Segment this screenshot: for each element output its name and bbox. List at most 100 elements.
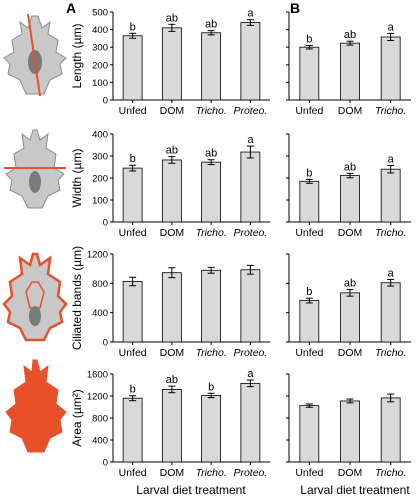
significance-letter: ab xyxy=(205,148,217,160)
bar-tricho xyxy=(380,397,401,463)
y-tick-label: 0 xyxy=(103,458,108,469)
bar-tricho xyxy=(201,269,222,343)
y-tick-label: 1200 xyxy=(87,250,108,261)
x-category-label: DOM xyxy=(160,467,185,479)
y-tick-label: 0 xyxy=(103,338,108,349)
x-category-label: Tricho. xyxy=(375,467,406,479)
bar-tricho xyxy=(201,395,222,463)
x-category-label: Tricho. xyxy=(195,105,226,117)
x-category-label: DOM xyxy=(160,105,185,117)
bar-dom xyxy=(161,388,182,463)
significance-letter: a xyxy=(388,21,395,33)
bar-dom xyxy=(340,292,360,343)
significance-letter: ab xyxy=(344,161,356,173)
x-category-label: DOM xyxy=(338,467,363,479)
bar-dom xyxy=(340,42,360,101)
significance-letter: ab xyxy=(344,29,356,41)
x-category-label: DOM xyxy=(160,227,185,239)
y-tick-label: 1200 xyxy=(87,392,108,403)
bar-tricho xyxy=(380,36,401,101)
bar-unfed xyxy=(299,300,320,343)
x-category-label: Unfed xyxy=(119,105,147,117)
chart-b-area: Unfed DOM Tricho. xyxy=(286,373,411,479)
bar-tricho xyxy=(380,282,401,343)
x-category-label: Proteo. xyxy=(233,227,267,239)
bar-dom xyxy=(340,400,360,463)
bar-dom xyxy=(161,27,182,101)
bar-unfed xyxy=(299,180,320,223)
bar-unfed xyxy=(122,35,143,101)
larva-ciliated-bands-icon xyxy=(2,252,68,342)
bar-proteo xyxy=(240,22,261,101)
x-category-label: Proteo. xyxy=(233,467,267,479)
significance-letter: a xyxy=(388,153,395,165)
bar-unfed xyxy=(299,46,320,101)
significance-letter: b xyxy=(306,33,312,45)
bar-unfed xyxy=(122,397,143,463)
x-category-label: Unfed xyxy=(295,347,323,359)
x-category-label: DOM xyxy=(338,105,363,117)
y-axis-label: Length (µm) xyxy=(70,24,84,89)
x-category-label: Tricho. xyxy=(195,347,226,359)
bar-tricho xyxy=(201,161,222,223)
larva-illustrations xyxy=(2,13,68,453)
y-tick-label: 0 xyxy=(103,96,108,107)
larva-area-icon xyxy=(5,359,67,453)
x-category-label: DOM xyxy=(160,347,185,359)
x-category-label: Tricho. xyxy=(375,347,406,359)
y-tick-label: 400 xyxy=(92,308,108,319)
y-tick-label: 400 xyxy=(92,25,108,36)
y-tick-label: 200 xyxy=(92,60,108,71)
chart-a-length: 0 100 200 300 400 500 Length (µm) b Unfed ab DOM ab… xyxy=(70,8,270,117)
x-category-label: DOM xyxy=(338,227,363,239)
y-tick-label: 800 xyxy=(92,279,108,290)
x-category-label: DOM xyxy=(338,347,363,359)
significance-letter: a xyxy=(247,8,254,20)
y-tick-label: 500 xyxy=(92,8,108,19)
panel-label-b: B xyxy=(290,0,300,16)
y-tick-label: 400 xyxy=(92,436,108,447)
x-category-label: Unfed xyxy=(119,467,147,479)
x-category-label: Unfed xyxy=(119,227,147,239)
significance-letter: b xyxy=(306,167,312,179)
larva-length-icon xyxy=(3,13,67,97)
significance-letter: ab xyxy=(344,278,356,290)
panel-label-a: A xyxy=(66,0,76,16)
chart-b-width: b Unfed ab DOM a Tricho. xyxy=(286,133,411,239)
significance-letter: b xyxy=(208,381,214,393)
chart-b-ciliated-bands: b Unfed ab DOM a Tricho. xyxy=(286,253,411,359)
significance-letter: ab xyxy=(166,145,178,157)
x-category-label: Proteo. xyxy=(233,347,267,359)
y-tick-label: 800 xyxy=(92,414,108,425)
bar-proteo xyxy=(240,151,261,223)
significance-letter: ab xyxy=(166,374,178,386)
bar-tricho xyxy=(380,168,401,223)
significance-letter: b xyxy=(130,153,136,165)
bar-unfed xyxy=(299,405,320,463)
x-category-label: Tricho. xyxy=(375,105,406,117)
y-tick-label: 300 xyxy=(92,152,108,163)
y-axis-label: Width (µm) xyxy=(70,149,84,208)
y-tick-label: 100 xyxy=(92,78,108,89)
significance-letter: a xyxy=(388,267,395,279)
bar-dom xyxy=(161,159,182,223)
x-category-label: Proteo. xyxy=(233,105,267,117)
significance-letter: b xyxy=(306,286,312,298)
x-axis-title-b: Larval diet treatment xyxy=(300,483,410,497)
chart-b-length: b Unfed ab DOM a Tricho. xyxy=(286,11,411,117)
bar-proteo xyxy=(240,269,261,343)
bar-tricho xyxy=(201,32,222,101)
larva-width-icon xyxy=(4,129,66,209)
x-category-label: Tricho. xyxy=(195,227,226,239)
y-tick-label: 300 xyxy=(92,43,108,54)
bar-unfed xyxy=(122,167,143,223)
x-category-label: Tricho. xyxy=(195,467,226,479)
y-tick-label: 1600 xyxy=(87,370,108,381)
y-axis-label: Area (µm²) xyxy=(70,389,84,447)
x-axis-title-a: Larval diet treatment xyxy=(136,483,246,497)
y-tick-label: 0 xyxy=(103,218,108,229)
